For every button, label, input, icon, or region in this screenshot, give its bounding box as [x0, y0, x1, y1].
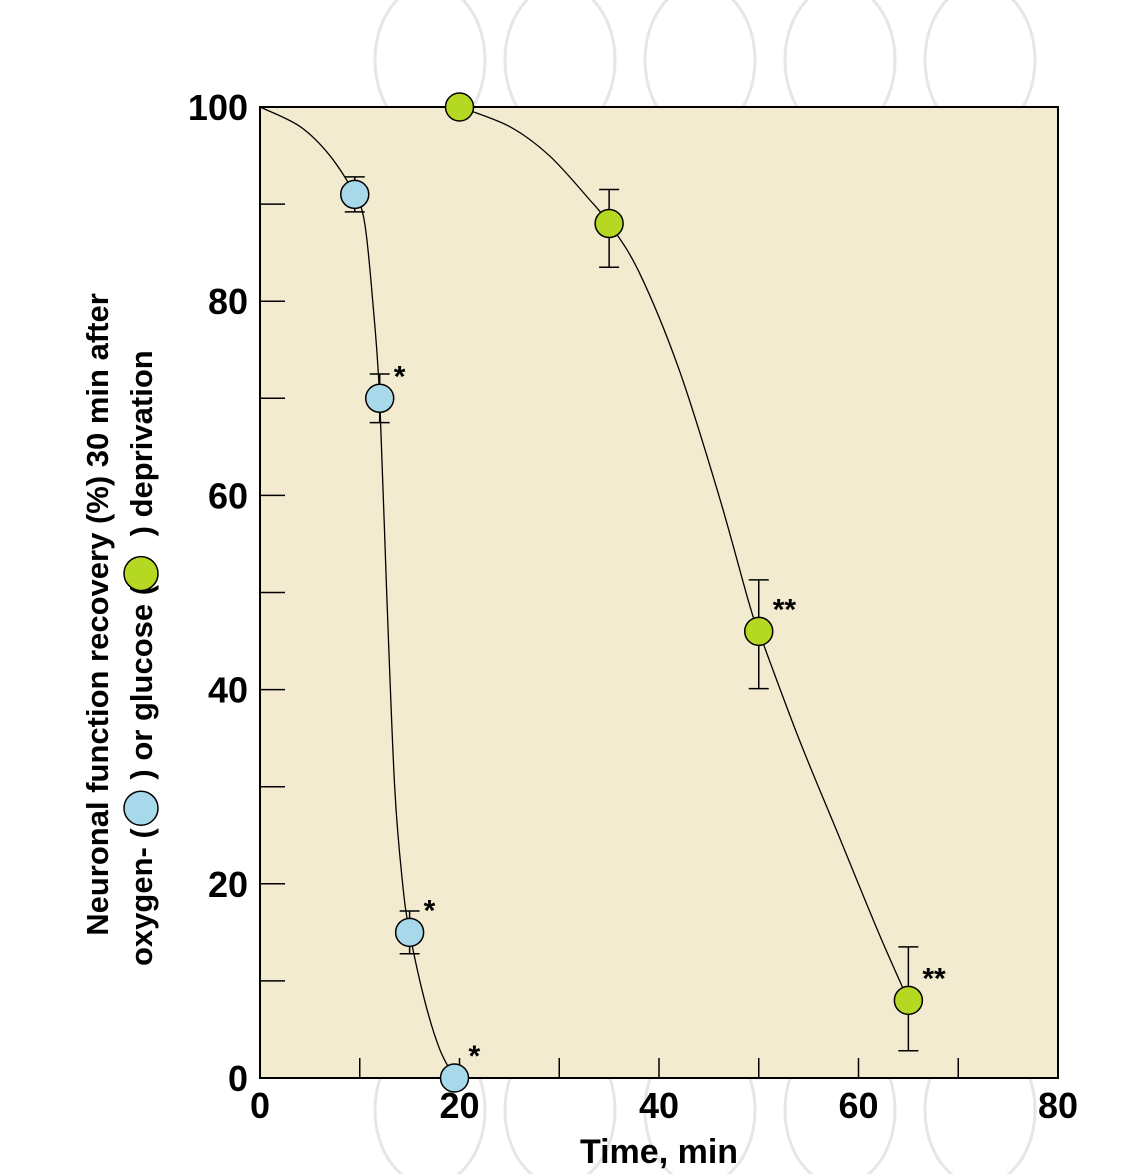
series-0-curve	[259, 106, 456, 1079]
y-tick-label: 100	[188, 87, 248, 128]
significance-mark: *	[469, 1040, 481, 1073]
tick-labels: 0 20 40 60 80 0 20 40 60 80 100	[188, 87, 1078, 1126]
y-tick-label: 60	[208, 475, 248, 516]
plot-area	[259, 106, 1059, 1079]
legend-marker-glucose	[123, 555, 159, 592]
y-axis-title-part-glucose: ) or glucose (	[124, 584, 159, 779]
y-axis-title-part-deprivation: ) deprivation	[124, 350, 159, 536]
series-0-point	[394, 917, 425, 948]
significance-mark: *	[394, 360, 406, 393]
series-0-point	[340, 179, 370, 210]
series-1-curve	[459, 106, 909, 1001]
y-axis-title-line1: Neuronal function recovery (%) 30 min af…	[80, 293, 115, 936]
series-1-point	[893, 985, 924, 1016]
y-tick-label: 20	[208, 864, 248, 905]
series-0-point	[364, 383, 395, 414]
x-tick-label: 0	[250, 1085, 270, 1126]
x-tick-label: 20	[439, 1085, 479, 1126]
series-1-point	[594, 208, 624, 239]
y-tick-label: 80	[208, 281, 248, 322]
fit-curves	[259, 106, 909, 1079]
series-1-point	[744, 616, 774, 647]
x-tick-label: 80	[1038, 1085, 1078, 1126]
significance-mark: **	[922, 962, 946, 995]
series-1-point	[444, 92, 475, 122]
series-0-point	[439, 1063, 470, 1093]
legend-marker-oxygen	[123, 790, 159, 826]
significance-mark: *	[424, 894, 436, 927]
x-tick-label: 40	[639, 1085, 679, 1126]
data-points	[340, 92, 924, 1093]
y-axis-title: Neuronal function recovery (%) 30 min af…	[80, 293, 159, 966]
significance-mark: **	[773, 593, 797, 626]
y-tick-label: 40	[208, 670, 248, 711]
y-axis-title-part-oxygen: oxygen- (	[124, 828, 159, 966]
x-tick-label: 60	[838, 1085, 878, 1126]
significance-marks: *******	[394, 360, 946, 1073]
x-axis-title: Time, min	[580, 1133, 738, 1171]
y-axis-title-line2: oxygen- ( ) or glucose ( ) deprivation	[124, 350, 159, 966]
y-tick-label: 0	[228, 1058, 248, 1099]
